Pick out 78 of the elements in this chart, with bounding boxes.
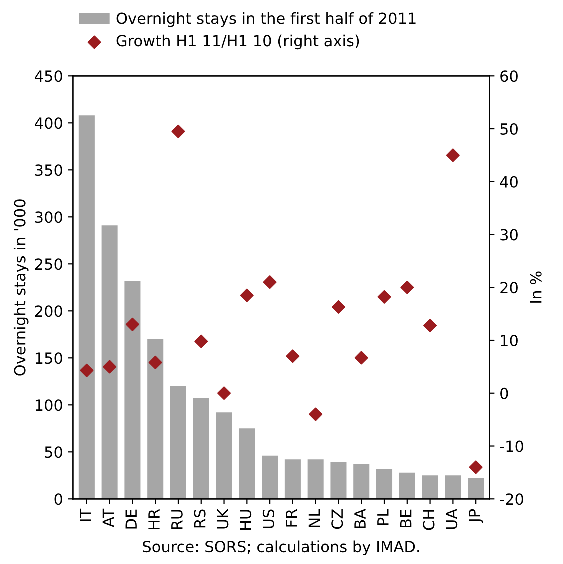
x-tick-label: RU: [172, 510, 183, 530]
bar: [216, 412, 232, 500]
point: [194, 334, 208, 348]
bar: [422, 476, 438, 500]
y2-tick-label: -10: [500, 440, 524, 452]
x-tick-label: AT: [102, 508, 114, 528]
y-tick-label: 50: [45, 446, 62, 458]
point: [286, 350, 300, 364]
x-tick-label: NL: [308, 508, 320, 528]
point: [80, 364, 94, 378]
y-tick-label: 300: [35, 212, 62, 224]
point: [172, 124, 186, 138]
bar: [308, 460, 324, 500]
legend-label: Growth H1 11/H1 10 (right axis): [116, 34, 360, 50]
y2-tick-label: 40: [500, 176, 518, 188]
y2-tick-label: 10: [501, 334, 518, 347]
point: [424, 318, 438, 332]
y-tick-label: 250: [35, 258, 62, 270]
x-tick-label: IT: [80, 508, 92, 522]
point: [332, 300, 346, 314]
x-tick-label: RS: [194, 510, 206, 528]
point: [378, 290, 392, 304]
y-tick-label: 150: [36, 352, 62, 364]
y-tick-label: 400: [35, 118, 62, 130]
bar: [124, 281, 141, 500]
y-tick-label: 200: [35, 306, 62, 318]
y2-tick-label: 20: [500, 282, 518, 294]
x-tick-label: BA: [354, 508, 366, 528]
x-tick-label: DE: [126, 510, 137, 529]
bar: [330, 462, 347, 500]
x-tick-label: FR: [286, 509, 298, 527]
point: [103, 360, 117, 374]
y2-axis-title: In %: [530, 272, 542, 303]
point: [309, 408, 323, 422]
x-tick-label: BE: [400, 510, 412, 528]
bar: [193, 398, 210, 500]
bar: [376, 469, 393, 500]
point: [446, 148, 460, 162]
x-tick-label: US: [262, 510, 274, 528]
point: [218, 386, 232, 400]
y-tick-label: 0: [54, 494, 62, 506]
x-tick-label: UA: [446, 508, 458, 530]
bar: [262, 456, 278, 500]
point: [263, 276, 277, 290]
bar: [354, 464, 370, 500]
point: [148, 356, 162, 370]
point: [126, 318, 140, 332]
y-axis-title: Overnight stays in '000: [14, 200, 29, 376]
x-tick-label: PL: [378, 508, 389, 526]
y2-tick-label: 60: [500, 70, 518, 82]
x-tick-label: CZ: [332, 510, 344, 530]
bar: [148, 339, 164, 500]
y-tick-label: 450: [35, 70, 62, 82]
bar: [78, 116, 95, 500]
bar: [468, 478, 484, 500]
y-tick-label: 350: [35, 164, 62, 176]
bar: [102, 226, 118, 500]
y2-tick-label: 30: [500, 229, 518, 241]
x-tick-label: JP: [469, 509, 484, 524]
point: [240, 288, 254, 302]
point: [400, 280, 414, 294]
legend-label: Overnight stays in the first half of 2011: [116, 12, 416, 28]
y2-tick-label: -20: [500, 494, 524, 506]
y2-tick-label: 0: [500, 388, 508, 400]
bar: [284, 460, 301, 500]
x-tick-label: UK: [217, 508, 229, 529]
point: [354, 351, 368, 365]
point: [469, 460, 483, 474]
x-tick-label: HR: [148, 509, 160, 530]
y2-tick-label: 50: [500, 123, 518, 136]
y-tick-label: 100: [36, 400, 62, 412]
bar: [399, 472, 416, 500]
x-tick-label: CH: [423, 510, 435, 530]
bar: [170, 386, 186, 500]
x-tick-label: HU: [240, 510, 252, 530]
source-note: Source: SORS; calculations by IMAD.: [143, 540, 420, 556]
bar: [445, 476, 462, 500]
bar: [239, 428, 256, 500]
